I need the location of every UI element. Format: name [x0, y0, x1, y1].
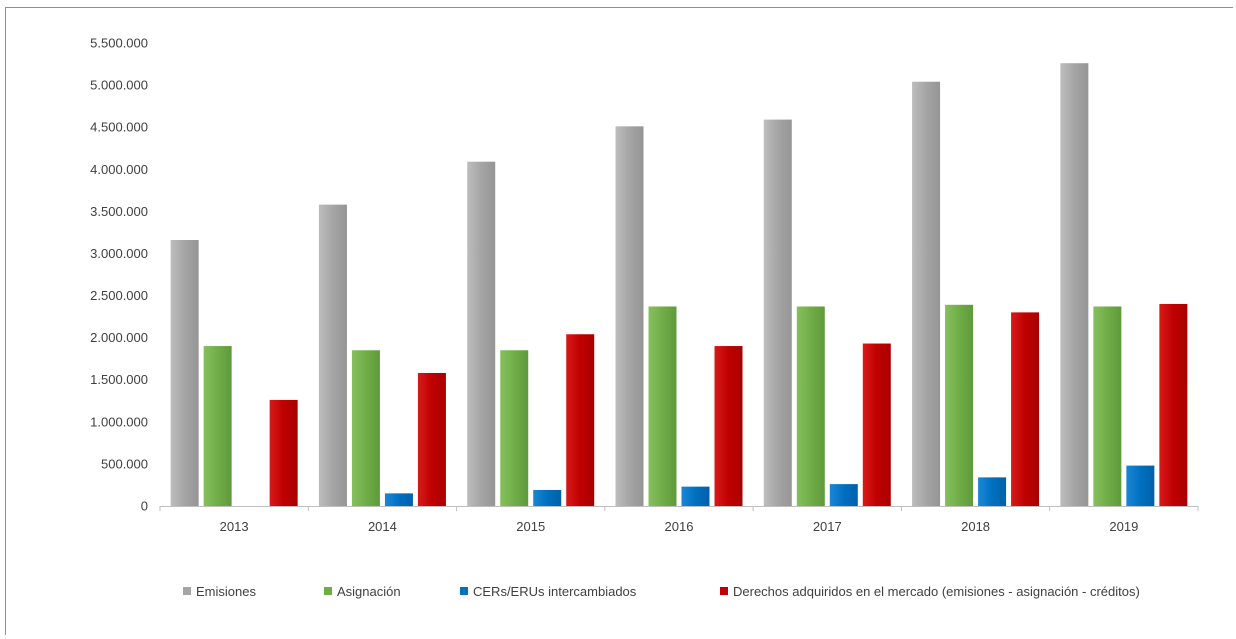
- bar-cerserus-2014: [384, 493, 413, 506]
- y-tick-label: 4.000.000: [90, 162, 148, 177]
- bar-asignacin-2013: [203, 346, 232, 506]
- x-tick-label: 2016: [665, 519, 694, 534]
- legend-label: Derechos adquiridos en el mercado (emisi…: [733, 584, 1140, 599]
- bar-asignacin-2019: [1093, 306, 1122, 506]
- legend-label: CERs/ERUs intercambiados: [473, 584, 637, 599]
- bar-emisiones-2018: [912, 81, 941, 506]
- bar-emisiones-2014: [318, 204, 347, 506]
- bar-cerserus-2018: [978, 477, 1007, 506]
- y-tick-label: 1.500.000: [90, 372, 148, 387]
- bar-derechos-2017: [862, 343, 891, 506]
- x-tick-label: 2019: [1109, 519, 1138, 534]
- bar-cerserus-2019: [1126, 465, 1155, 506]
- x-tick-label: 2017: [813, 519, 842, 534]
- bar-derechos-2015: [566, 334, 595, 506]
- y-tick-label: 5.500.000: [90, 36, 148, 51]
- x-tick-label: 2015: [516, 519, 545, 534]
- y-tick-label: 2.500.000: [90, 288, 148, 303]
- bar-derechos-2018: [1011, 312, 1040, 506]
- y-tick-label: 4.500.000: [90, 120, 148, 135]
- x-tick-label: 2013: [220, 519, 249, 534]
- bar-asignacin-2018: [945, 304, 974, 506]
- bar-emisiones-2015: [467, 161, 496, 507]
- bar-derechos-2016: [714, 346, 743, 506]
- y-tick-label: 3.500.000: [90, 204, 148, 219]
- y-tick-label: 500.000: [101, 456, 148, 471]
- bar-asignacin-2016: [648, 306, 677, 506]
- legend: Emisiones Asignación CERs/ERUs intercambia…: [183, 584, 1140, 599]
- x-tick-label: 2018: [961, 519, 990, 534]
- bar-derechos-2013: [269, 399, 298, 506]
- legend-swatch: [460, 587, 468, 595]
- y-tick-label: 1.000.000: [90, 414, 148, 429]
- bar-asignacin-2017: [796, 306, 825, 506]
- bar-emisiones-2017: [763, 119, 792, 506]
- legend-label: Emisiones: [196, 584, 256, 599]
- y-axis: 0 500.000 1.000.000 1.500.000 2.000.000 2.500…: [90, 36, 148, 514]
- legend-swatch: [324, 587, 332, 595]
- bar-cerserus-2017: [829, 484, 858, 506]
- y-tick-label: 3.000.000: [90, 246, 148, 261]
- chart-frame: [5, 7, 1233, 635]
- legend-swatch: [720, 587, 728, 595]
- bar-emisiones-2016: [615, 126, 644, 506]
- bar-cerserus-2016: [681, 486, 710, 506]
- bar-emisiones-2013: [170, 239, 199, 506]
- bars: [170, 63, 1188, 507]
- bar-derechos-2019: [1159, 303, 1188, 506]
- y-tick-label: 0: [141, 499, 148, 514]
- y-tick-label: 2.000.000: [90, 330, 148, 345]
- y-tick-label: 5.000.000: [90, 78, 148, 93]
- bar-emisiones-2019: [1060, 63, 1089, 506]
- bar-derechos-2014: [417, 372, 446, 506]
- x-axis: 2013 2014 2015 2016 2017 2018 2019: [159, 506, 1199, 534]
- bar-asignacin-2015: [500, 350, 529, 506]
- legend-swatch: [183, 587, 191, 595]
- x-tick-label: 2014: [368, 519, 397, 534]
- legend-label: Asignación: [337, 584, 401, 599]
- bar-asignacin-2014: [351, 350, 380, 506]
- bar-cerserus-2015: [533, 490, 562, 506]
